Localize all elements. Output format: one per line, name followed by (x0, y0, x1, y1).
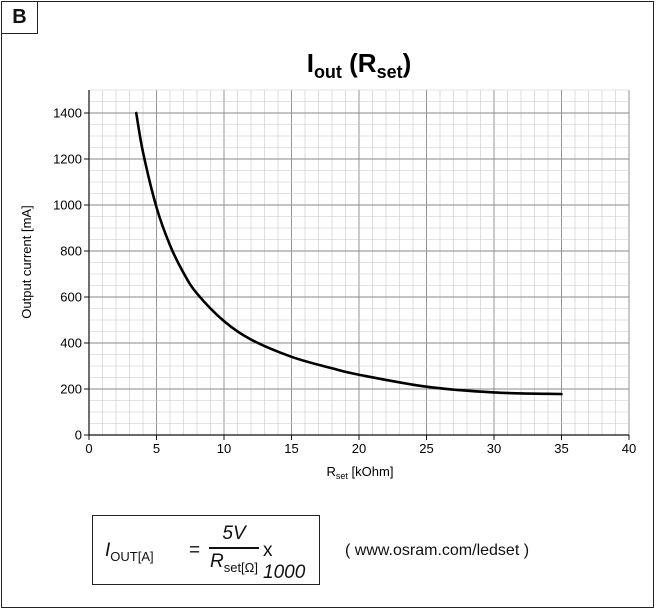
formula-denominator-sub: set[Ω] (223, 559, 259, 575)
x-tick-label: 30 (487, 441, 501, 456)
chart-grid (88, 89, 630, 436)
x-tick-label: 0 (85, 441, 92, 456)
x-tick-label: 35 (554, 441, 568, 456)
series-line (134, 111, 563, 396)
formula-fraction: 5V Rset[Ω] (209, 522, 259, 580)
x-axis-label-main: R (327, 464, 336, 479)
chart-title: Iout (Rset) (307, 48, 412, 82)
x-tick-label: 40 (622, 441, 636, 456)
y-tick-label: 1000 (53, 198, 82, 213)
y-tick-label: 1400 (53, 106, 82, 121)
x-tick-label: 25 (419, 441, 433, 456)
formula-numerator: 5V (222, 523, 246, 544)
chart-title-paren: (R (342, 48, 377, 78)
formula-lhs: IOUT[A] (105, 540, 154, 564)
panel-label: B (2, 2, 38, 34)
x-axis-label-sub: set (336, 471, 349, 481)
x-tick-label: 5 (153, 441, 160, 456)
formula-denominator-var: R (209, 550, 224, 572)
y-tick-label: 0 (75, 428, 82, 443)
x-axis-label-unit: [kOhm] (348, 464, 394, 479)
chart-ticks: 0 5 10 15 20 25 30 35 40020040060080010001200140… (53, 106, 636, 457)
y-tick-label: 200 (60, 382, 82, 397)
x-tick-label: 15 (284, 441, 298, 456)
formula-denominator: Rset[Ω] (209, 550, 259, 580)
formula-equals: = (189, 540, 201, 561)
formula-multiplier-sign: x (263, 540, 273, 561)
chart-series (134, 111, 563, 396)
chart-title-paren-close: ) (403, 48, 412, 78)
y-tick-label: 1200 (53, 152, 82, 167)
x-axis-label: Rset [kOhm] (327, 464, 394, 481)
formula-fraction-bar (209, 547, 259, 549)
x-tick-label: 10 (217, 441, 231, 456)
formula-lhs-sub: OUT[A] (110, 549, 154, 564)
y-tick-label: 800 (60, 244, 82, 259)
formula-box: IOUT[A] = 5V Rset[Ω] x 1000 (92, 515, 320, 585)
y-tick-label: 400 (60, 336, 82, 351)
chart-title-sub: out (314, 62, 342, 82)
y-tick-label: 600 (60, 290, 82, 305)
formula-multiplier: x 1000 (263, 540, 319, 584)
website-note: ( www.osram.com/ledset ) (345, 542, 530, 559)
formula-lhs-var: I (105, 540, 111, 561)
chart-title-paren-sub: set (377, 62, 403, 82)
x-tick-label: 20 (352, 441, 366, 456)
chart-title-main: I (307, 48, 314, 78)
y-axis-label: Output current [mA] (19, 205, 34, 318)
formula-multiplier-value: 1000 (263, 562, 306, 583)
